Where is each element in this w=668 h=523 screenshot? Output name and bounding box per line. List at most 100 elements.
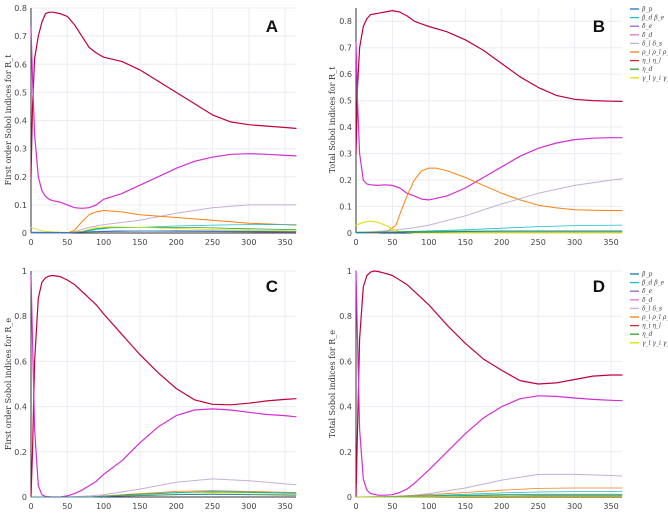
- y-tick-label: 0.7: [339, 44, 352, 53]
- x-tick-label: 50: [62, 238, 72, 247]
- legend-entry: γ_l γ_i γ_d: [642, 340, 668, 347]
- x-tick-label: 100: [96, 502, 111, 511]
- x-tick-label: 300: [241, 238, 256, 247]
- panel-label: B: [593, 17, 605, 36]
- x-tick-label: 350: [603, 502, 618, 511]
- legend-entry: η_i η_l: [642, 58, 661, 65]
- legend: β_p β_d β_eδ_e δ_dδ_l δ_s ρ_i ρ_l ρ_d η_i η_…: [630, 271, 668, 347]
- legend-entry: δ_e: [642, 23, 653, 30]
- legend-entry: δ_d: [642, 32, 653, 39]
- y-axis-label: Total Sobol indices for R_t: [328, 66, 337, 173]
- x-tick-label: 250: [531, 238, 546, 247]
- series-line: [355, 231, 623, 234]
- x-tick-label: 300: [567, 238, 582, 247]
- y-tick-label: 0.6: [14, 357, 27, 366]
- series-line: [30, 226, 297, 233]
- x-tick-label: 350: [277, 238, 292, 247]
- y-tick-label: 0.5: [339, 97, 352, 106]
- y-tick-label: 0.3: [339, 150, 352, 159]
- x-tick-label: 0: [353, 502, 358, 511]
- y-tick-label: 0.8: [14, 312, 27, 321]
- legend-entry: δ_l δ_s: [642, 305, 662, 312]
- x-tick-label: 50: [387, 502, 397, 511]
- series-line: [30, 27, 297, 209]
- x-tick-label: 50: [62, 502, 72, 511]
- series-line: [30, 230, 297, 233]
- series-line: [355, 167, 623, 234]
- x-tick-label: 250: [205, 238, 220, 247]
- x-tick-label: 200: [494, 238, 509, 247]
- y-tick-label: 0: [347, 493, 352, 502]
- legend-entry: η_i η_l: [642, 323, 661, 330]
- legend-entry: β_d β_e: [641, 280, 665, 287]
- x-tick-label: 150: [458, 238, 473, 247]
- y-tick-label: 0: [347, 229, 352, 238]
- x-tick-label: 50: [387, 238, 397, 247]
- y-tick-label: 0.8: [14, 4, 27, 13]
- series-line: [355, 41, 623, 201]
- y-tick-label: 0.8: [339, 17, 352, 26]
- y-tick-label: 0.1: [14, 201, 27, 210]
- legend-entry: β_d β_e: [641, 15, 665, 22]
- y-tick-label: 1: [347, 267, 352, 276]
- y-tick-label: 0: [22, 229, 27, 238]
- y-tick-label: 0: [22, 493, 27, 502]
- x-tick-label: 150: [132, 238, 147, 247]
- y-tick-label: 0.2: [339, 176, 352, 185]
- x-tick-label: 350: [277, 502, 292, 511]
- series-line: [30, 210, 297, 234]
- y-tick-label: 0.6: [339, 70, 352, 79]
- legend-entry: ρ_i ρ_l ρ_d: [641, 49, 668, 56]
- series-line: [355, 270, 623, 496]
- legend-entry: η_d: [642, 331, 653, 338]
- x-tick-label: 350: [603, 238, 618, 247]
- y-tick-label: 0.2: [14, 448, 27, 457]
- series-line: [355, 230, 623, 233]
- series-line: [355, 178, 623, 234]
- y-axis-label: First order Sobol indices for R_e: [4, 318, 13, 450]
- x-tick-label: 100: [421, 238, 436, 247]
- x-tick-label: 200: [494, 502, 509, 511]
- x-tick-label: 0: [28, 502, 33, 511]
- series-line: [30, 493, 297, 498]
- series-line: [355, 270, 623, 498]
- x-tick-label: 250: [205, 502, 220, 511]
- legend-entry: η_d: [642, 66, 653, 73]
- y-tick-label: 0.6: [14, 60, 27, 69]
- series-line: [30, 230, 297, 234]
- x-tick-label: 150: [132, 502, 147, 511]
- panel-c: 0 50 100 150 200 250 300 350 0 0.2 0.4 0.6 0.8 1 First…: [4, 267, 297, 511]
- x-tick-label: 0: [28, 238, 33, 247]
- x-tick-label: 200: [169, 502, 184, 511]
- legend-entry: β_p: [641, 271, 652, 278]
- y-tick-label: 0.4: [14, 403, 27, 412]
- x-tick-label: 150: [458, 502, 473, 511]
- y-tick-label: 0.8: [339, 312, 352, 321]
- x-tick-label: 200: [169, 238, 184, 247]
- y-tick-label: 0.4: [339, 403, 352, 412]
- panel-label: D: [593, 277, 605, 296]
- y-tick-label: 0.4: [339, 123, 352, 132]
- panel-d: 0 50 100 150 200 250 300 350 0 0.2 0.4 0.6 0.8 1 Total…: [328, 267, 623, 511]
- x-tick-label: 100: [96, 238, 111, 247]
- y-tick-label: 0.2: [339, 448, 352, 457]
- panel-label: C: [266, 277, 278, 296]
- panel-label: A: [266, 17, 278, 36]
- legend-entry: δ_e: [642, 288, 653, 295]
- legend-entry: γ_l γ_i γ_d: [642, 75, 668, 82]
- series-line: [30, 478, 297, 498]
- legend: β_p β_d β_eδ_e δ_dδ_l δ_s ρ_i ρ_l ρ_d η_i η_…: [630, 6, 668, 82]
- x-tick-label: 0: [353, 238, 358, 247]
- y-tick-label: 0.2: [14, 173, 27, 182]
- legend-entry: δ_l δ_s: [642, 40, 662, 47]
- legend-entry: δ_d: [642, 297, 653, 304]
- legend-entry: ρ_i ρ_l ρ_d: [641, 314, 668, 321]
- y-axis-label: First order Sobol indices for R_t: [4, 54, 13, 185]
- y-tick-label: 0.3: [14, 145, 27, 154]
- y-tick-label: 0.7: [14, 32, 27, 41]
- x-tick-label: 100: [421, 502, 436, 511]
- panel-a: 0 50 100 150 200 250 300 350 0 0.1 0.2 0.3 0.4 0.5 0.6…: [4, 4, 297, 247]
- x-tick-label: 250: [531, 502, 546, 511]
- legend-entry: β_p: [641, 6, 652, 13]
